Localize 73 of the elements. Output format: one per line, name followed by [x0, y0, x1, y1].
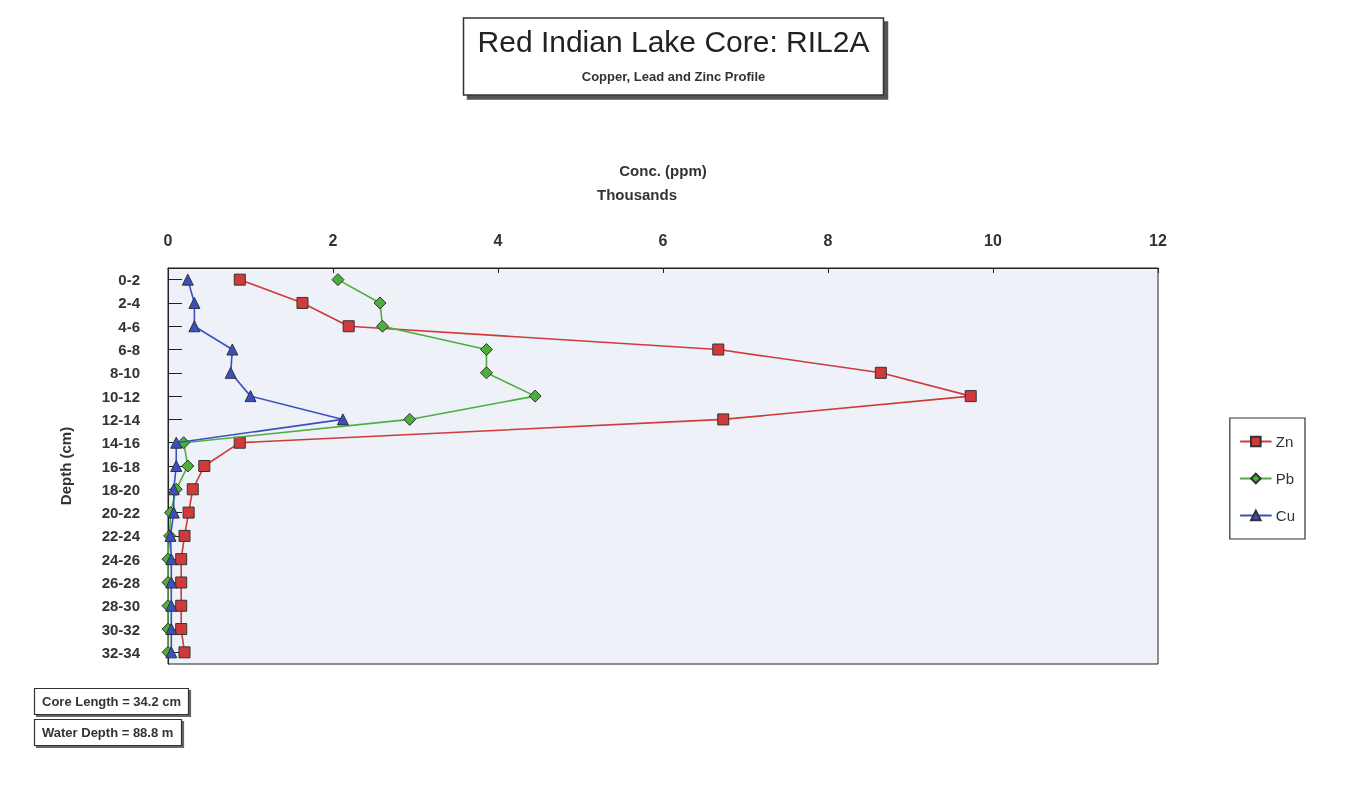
point — [226, 343, 239, 356]
y-tick-label: 4-6 — [118, 317, 140, 335]
y-tick-label: 12-14 — [101, 410, 141, 428]
y-tick-label: 30-32 — [101, 620, 140, 638]
y-tick-label: 28-30 — [101, 597, 140, 615]
y-tick-label: 20-22 — [101, 504, 140, 522]
chart-subtitle: Copper, Lead and Zinc Profile — [581, 69, 766, 84]
y-tick-label: 26-28 — [101, 573, 140, 591]
legend-label: Cu — [1275, 507, 1296, 524]
point — [376, 319, 389, 333]
text: Core Length = 34.2 cm — [42, 694, 182, 709]
x-tick-label: 6 — [658, 231, 668, 249]
point — [331, 273, 345, 287]
point — [165, 576, 178, 589]
point — [175, 599, 188, 612]
point — [479, 343, 493, 357]
point — [336, 413, 349, 426]
y-tick-label: 14-16 — [101, 434, 140, 452]
point — [403, 412, 417, 426]
point — [175, 553, 188, 566]
point — [165, 599, 178, 612]
legend-label: Zn — [1275, 433, 1294, 450]
point — [188, 320, 201, 333]
point — [224, 366, 237, 379]
point — [181, 459, 195, 473]
point — [175, 623, 188, 636]
point — [170, 460, 183, 472]
y-tick-label: 32-34 — [101, 643, 141, 661]
y-tick-label: 18-20 — [101, 480, 140, 498]
x-tick-label: 12 — [1149, 231, 1167, 249]
point — [178, 646, 191, 659]
text: Water Depth = 88.8 m — [42, 725, 174, 740]
x-tick-label: 8 — [823, 231, 833, 249]
point — [712, 343, 725, 356]
point — [244, 390, 257, 403]
y-tick-label: 2-4 — [118, 294, 141, 312]
point — [233, 273, 246, 286]
x-tick-label: 2 — [328, 231, 338, 249]
point — [198, 460, 211, 472]
text: Thousands — [596, 186, 678, 203]
point — [479, 366, 493, 380]
point — [170, 436, 183, 449]
point — [181, 273, 194, 286]
point — [165, 553, 178, 566]
y-axis-title: Depth (cm) — [57, 426, 74, 506]
point — [296, 296, 309, 309]
point — [717, 413, 730, 426]
y-tick-label: 10-12 — [101, 387, 140, 405]
point — [874, 366, 887, 379]
point — [178, 529, 191, 542]
point — [175, 576, 188, 589]
point — [188, 296, 201, 309]
point — [373, 296, 387, 310]
point — [186, 483, 199, 496]
x-tick-label: 0 — [163, 231, 173, 249]
y-tick-label: 0-2 — [118, 271, 140, 289]
point — [233, 436, 246, 449]
point — [165, 646, 178, 659]
y-tick-label: 6-8 — [118, 341, 140, 359]
point — [964, 390, 977, 403]
y-tick-label: 22-24 — [101, 527, 141, 545]
legend-label: Pb — [1275, 470, 1295, 487]
point — [182, 506, 195, 519]
point — [528, 389, 542, 403]
x-tick-label: 10 — [984, 231, 1002, 249]
point — [342, 320, 355, 333]
y-tick-label: 24-26 — [101, 550, 140, 568]
y-tick-label: 16-18 — [101, 457, 140, 475]
chart-title: Red Indian Lake Core: RIL2A — [477, 24, 870, 58]
x-tick-label: 4 — [493, 231, 503, 249]
point — [165, 623, 178, 636]
x-axis-title: Conc. (ppm) — [619, 162, 707, 179]
y-tick-label: 8-10 — [109, 364, 140, 382]
